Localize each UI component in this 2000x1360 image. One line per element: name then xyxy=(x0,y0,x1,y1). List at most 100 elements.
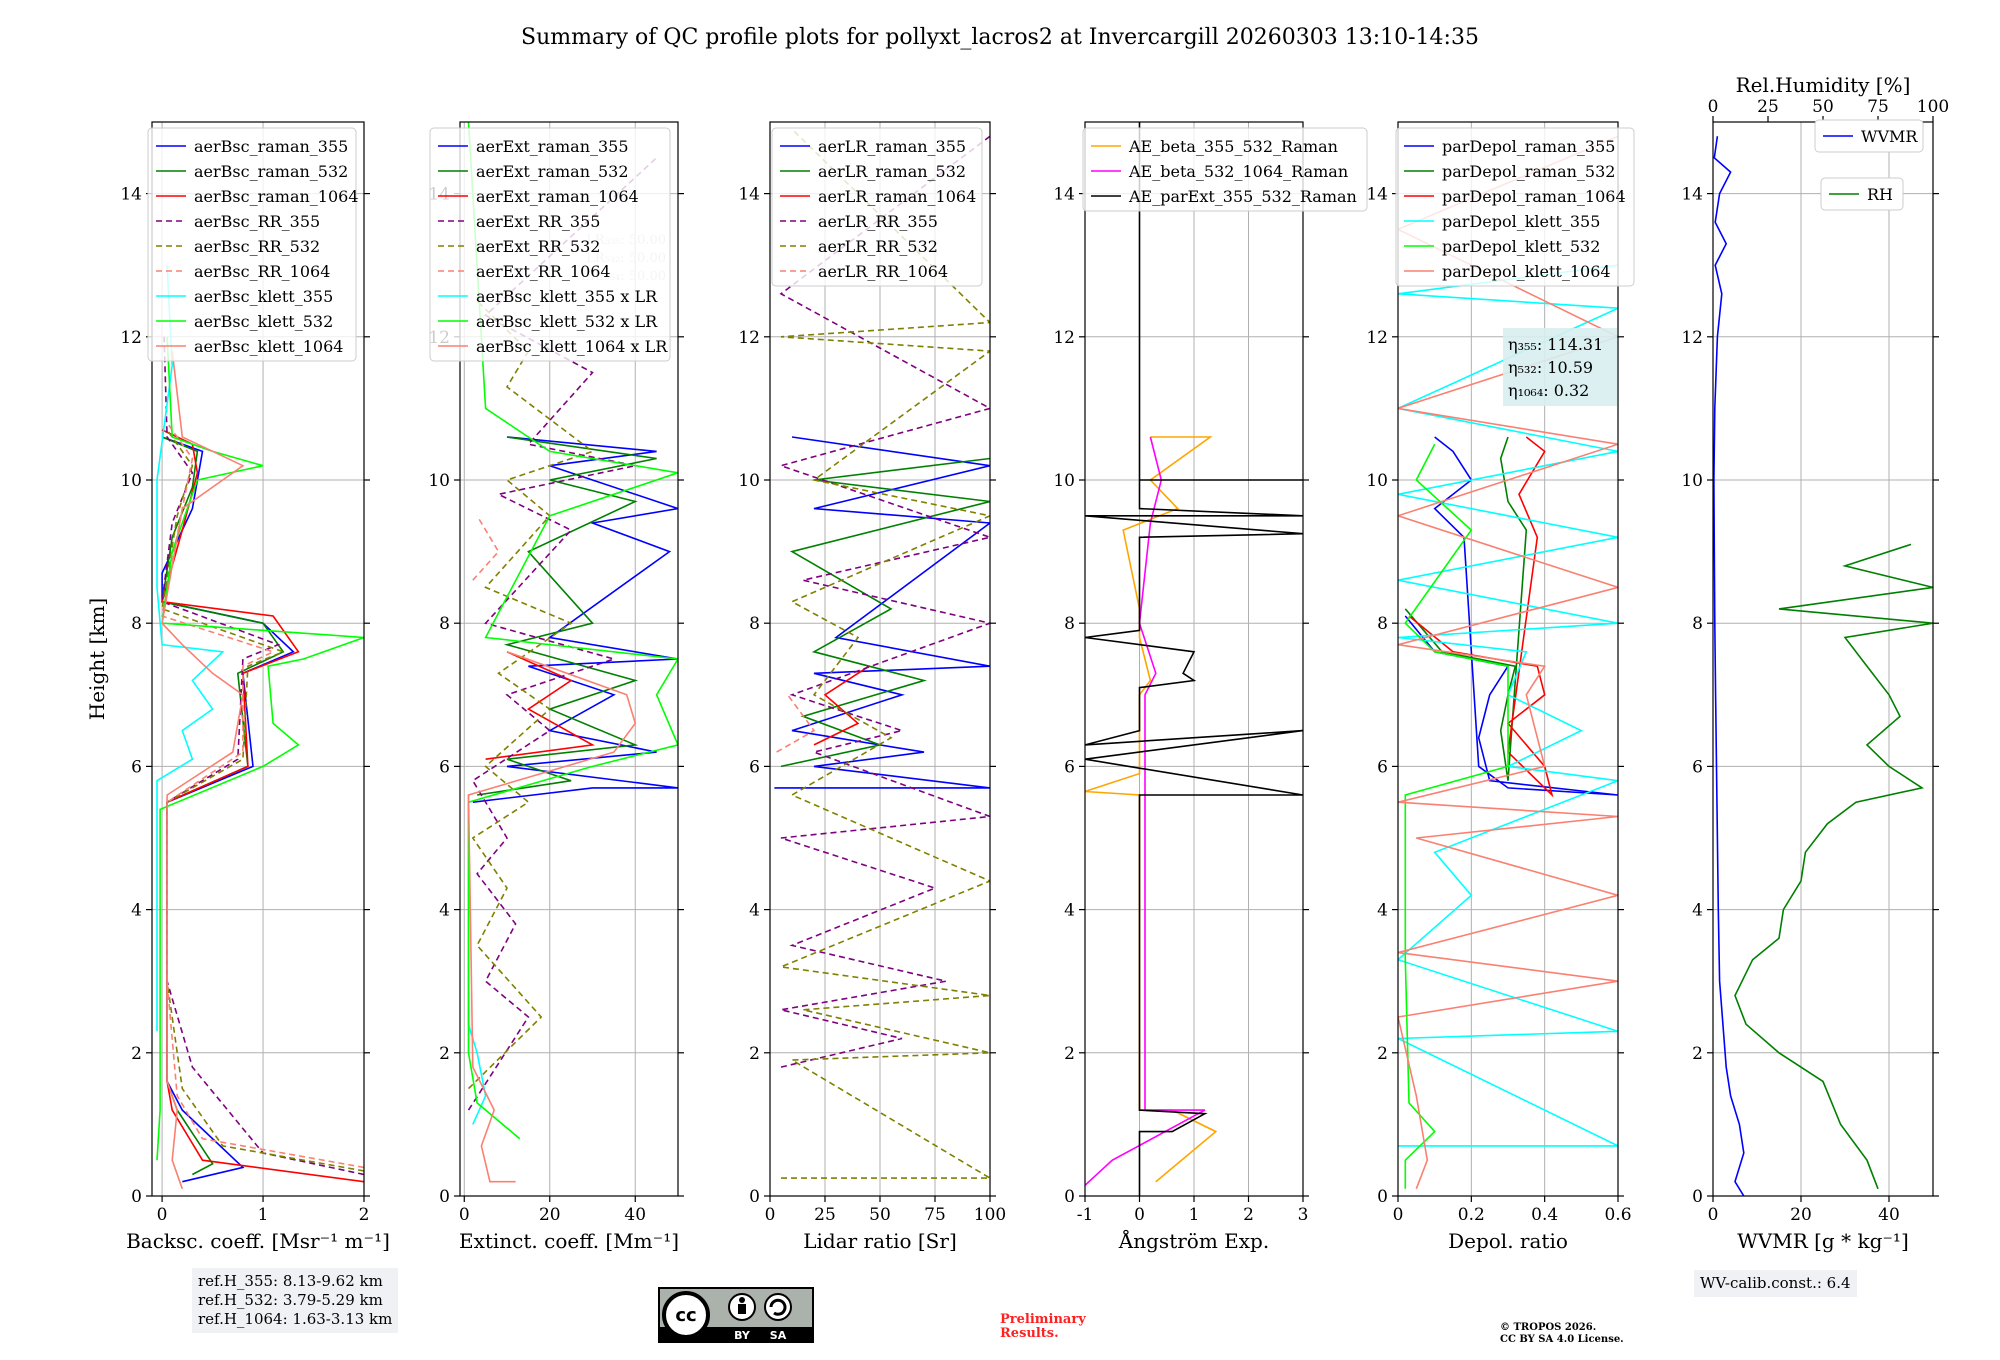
legend-label: AE_beta_532_1064_Raman xyxy=(1128,162,1348,181)
cc-sa-label: SA xyxy=(770,1329,787,1342)
series-line-parDepol_klett_532 xyxy=(1404,443,1509,1189)
legend: WVMR RH xyxy=(1814,119,1924,211)
series-line-aerBsc_raman_355 xyxy=(161,436,295,1183)
y-tick-label: 6 xyxy=(439,757,450,777)
y-tick-label: 8 xyxy=(1377,614,1388,634)
series-line-parDepol_klett_1064 xyxy=(1398,135,1618,1190)
x-tick-label: 0 xyxy=(765,1205,776,1225)
y-tick-label: 2 xyxy=(1064,1044,1075,1064)
series-line-aerLR_raman_532 xyxy=(780,457,990,768)
legend-label: aerBsc_klett_532 xyxy=(194,312,333,331)
legend-box xyxy=(1814,119,1924,153)
x-tick-label: 50 xyxy=(869,1205,891,1225)
legend: AE_beta_355_532_Raman AE_beta_532_1064_Ra… xyxy=(1082,127,1368,212)
y-tick-label: 14 xyxy=(120,185,142,205)
x-tick-label: 1 xyxy=(1189,1205,1200,1225)
legend-label: aerBsc_klett_355 xyxy=(194,287,333,306)
series-group xyxy=(156,265,364,1190)
legend-label: parDepol_klett_355 xyxy=(1442,212,1600,231)
y-axis-label: Height [km] xyxy=(85,598,109,720)
series-line-aerLR_RR_1064 xyxy=(776,694,816,753)
y-tick-label: 0 xyxy=(439,1187,450,1207)
legend-label: aerExt_RR_532 xyxy=(476,237,600,256)
y-tick-label: 10 xyxy=(1053,471,1075,491)
y-tick-label: 0 xyxy=(131,1187,142,1207)
eta-annotation: η₃₅₅: 114.31 η₅₃₂: 10.59 η₁₀₆₄: 0.32 xyxy=(1503,328,1617,406)
legend-label: aerExt_RR_1064 xyxy=(476,262,611,281)
axes-frame xyxy=(459,121,679,1197)
wv-calibration-note: WV-calib.const.: 6.4 xyxy=(1694,1270,1857,1297)
y-tick-label: 12 xyxy=(1053,328,1075,348)
copyright-label: © TROPOS 2026. CC BY SA 4.0 License. xyxy=(1500,1322,1624,1345)
legend-box xyxy=(429,127,671,362)
y-tick-label: 10 xyxy=(1681,471,1703,491)
legend-label: aerExt_raman_1064 xyxy=(476,187,639,206)
series-line-parDepol_raman_1064 xyxy=(1408,436,1554,798)
y-tick-label: 2 xyxy=(1377,1044,1388,1064)
series-line-aerExt_RR_1064 xyxy=(472,515,500,581)
svg-text:cc: cc xyxy=(675,1305,696,1326)
cc-by-label: BY xyxy=(734,1329,751,1342)
x-axis-label: Ångström Exp. xyxy=(1118,1228,1269,1253)
legend-label: aerLR_raman_1064 xyxy=(818,187,976,206)
x-tick-label: 0 xyxy=(157,1205,168,1225)
series-line-aerBsc_raman_1064 xyxy=(161,429,364,1183)
y-tick-label: 10 xyxy=(1366,471,1388,491)
x-tick-label: 2 xyxy=(359,1205,370,1225)
series-group xyxy=(1398,135,1618,1190)
axes-frame xyxy=(1397,121,1619,1197)
x-tick-label: 0.6 xyxy=(1604,1205,1631,1225)
y-tick-label: 14 xyxy=(1366,185,1388,205)
legend-label: aerBsc_RR_355 xyxy=(194,212,320,231)
x-axis-label: Backsc. coeff. [Msr⁻¹ m⁻¹] xyxy=(126,1229,390,1253)
x-tick-label: 75 xyxy=(924,1205,946,1225)
legend-label: aerBsc_RR_1064 xyxy=(194,262,330,281)
series-line-parDepol_raman_355 xyxy=(1404,436,1618,796)
series-line-aerBsc_RR_355 xyxy=(161,336,364,1176)
legend-label: aerLR_RR_1064 xyxy=(818,262,948,281)
eta-label: η₃₅₅: 114.31 xyxy=(1508,335,1603,354)
legend-label: parDepol_raman_532 xyxy=(1442,162,1615,181)
legend-label: AE_parExt_355_532_Raman xyxy=(1128,187,1357,206)
x-tick-label: 3 xyxy=(1298,1205,1309,1225)
preliminary-results-label: Preliminary Results. xyxy=(1000,1312,1086,1341)
legend-label: aerLR_RR_355 xyxy=(818,212,938,231)
y-tick-label: 2 xyxy=(1692,1044,1703,1064)
x-tick-label: 1 xyxy=(258,1205,269,1225)
y-tick-label: 12 xyxy=(120,328,142,348)
x-tick-label: -1 xyxy=(1077,1205,1094,1225)
y-tick-label: 12 xyxy=(1366,328,1388,348)
eta-label: η₅₃₂: 10.59 xyxy=(1508,358,1593,377)
y-tick-label: 6 xyxy=(1377,757,1388,777)
legend-box xyxy=(147,127,357,362)
y-tick-label: 14 xyxy=(1681,185,1703,205)
series-line-aerLR_raman_1064 xyxy=(813,665,870,746)
legend-label: AE_beta_355_532_Raman xyxy=(1128,137,1338,156)
x-top-tick-label: 75 xyxy=(1867,97,1889,117)
series-line-aerBsc_klett_355 xyxy=(156,265,225,1032)
series-line-aerBsc_RR_532 xyxy=(161,429,364,1172)
series-line-AE_parExt_355_532_Raman xyxy=(1085,122,1303,1196)
x-tick-label: 20 xyxy=(1790,1205,1812,1225)
legend-box xyxy=(1395,127,1635,287)
series-line-AE_beta_355_532_Raman xyxy=(1085,436,1218,1183)
y-tick-label: 6 xyxy=(131,757,142,777)
y-tick-label: 14 xyxy=(738,185,760,205)
legend-box xyxy=(1820,177,1904,211)
legend: aerBsc_raman_355 aerBsc_raman_532 aerBsc_r… xyxy=(147,127,359,362)
y-tick-label: 6 xyxy=(1064,757,1075,777)
x-axis-label: Extinct. coeff. [Mm⁻¹] xyxy=(459,1229,679,1253)
series-group xyxy=(1085,122,1303,1196)
legend-box xyxy=(1082,127,1368,212)
y-tick-label: 4 xyxy=(439,901,450,921)
x-top-tick-label: 0 xyxy=(1708,97,1719,117)
series-line-aerBsc_klett_532 xyxy=(156,336,364,1161)
series-line-aerLR_RR_532 xyxy=(777,128,990,1179)
y-tick-label: 0 xyxy=(749,1187,760,1207)
panel-wv: 0 20 40 0 2 4 6 8 10 12 14 0 25 50 75 100 Rel.Humidity [… xyxy=(1681,73,1949,1253)
x-tick-label: 0 xyxy=(1708,1205,1719,1225)
eta-label: η₁₀₆₄: 0.32 xyxy=(1508,381,1589,400)
y-tick-label: 12 xyxy=(738,328,760,348)
legend-label: aerBsc_klett_1064 xyxy=(194,337,343,356)
